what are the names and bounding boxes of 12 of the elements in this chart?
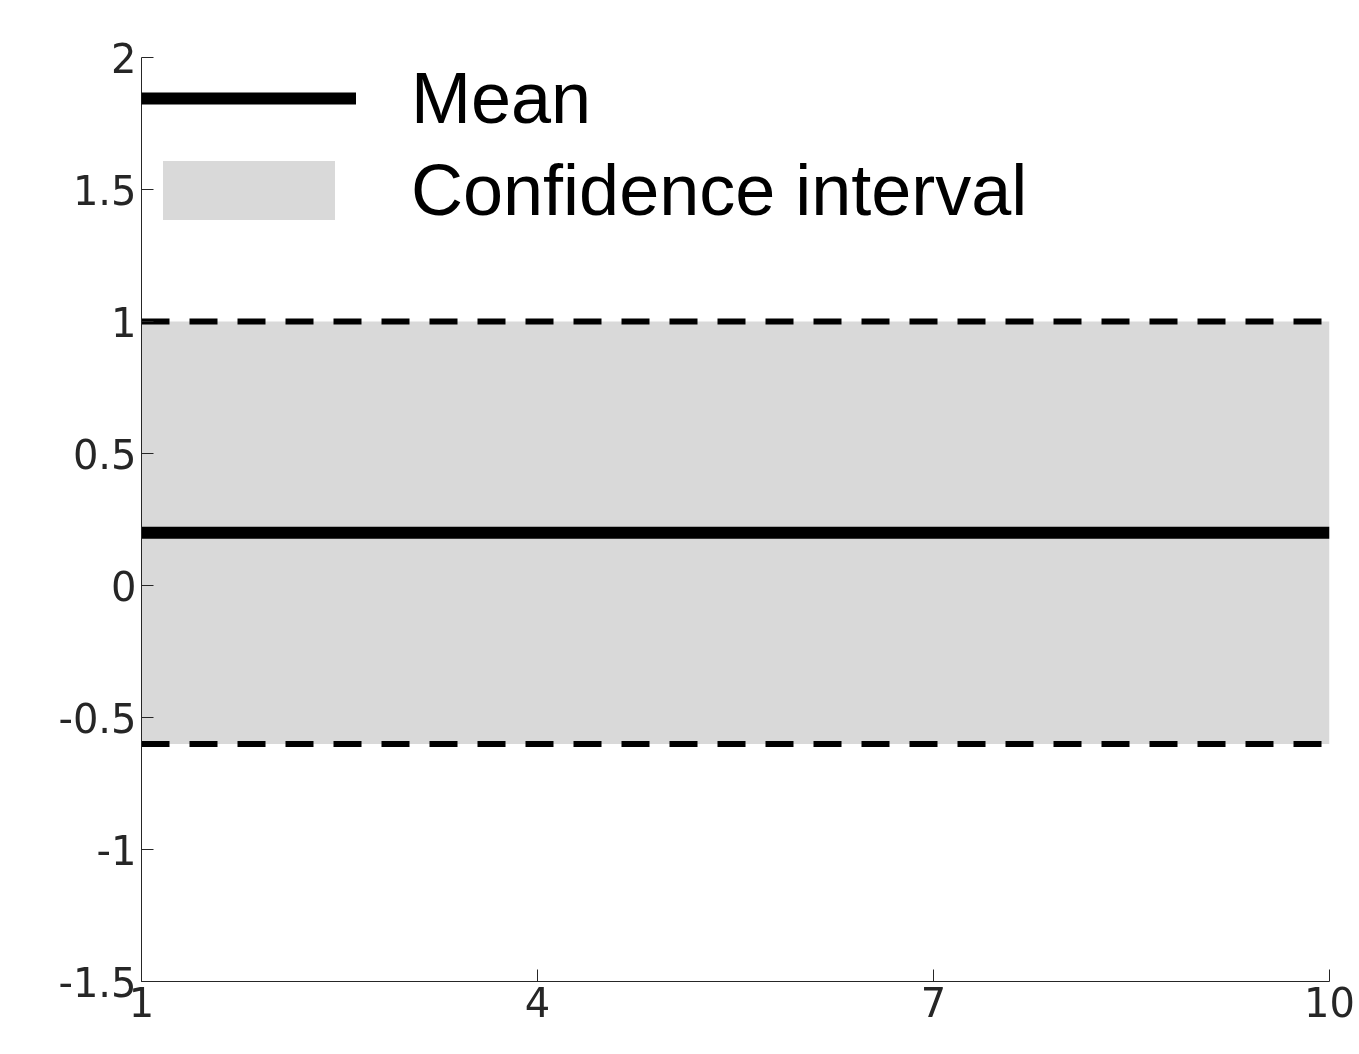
y-tick-label: 0.5 <box>72 431 137 478</box>
x-tick-label: 7 <box>920 979 947 1026</box>
y-tick-label: 0 <box>111 563 137 610</box>
y-tick-label: 1.5 <box>72 167 137 214</box>
x-tick-label: 10 <box>1304 979 1355 1026</box>
y-tick-label: -1 <box>96 827 137 874</box>
x-tick-label: 4 <box>524 979 551 1026</box>
y-tick-label: 1 <box>111 299 137 346</box>
y-tick-label: -0.5 <box>58 695 137 742</box>
legend-label: Confidence interval <box>411 149 1028 231</box>
legend-label: Mean <box>411 57 592 139</box>
y-tick-label: 2 <box>111 35 137 82</box>
